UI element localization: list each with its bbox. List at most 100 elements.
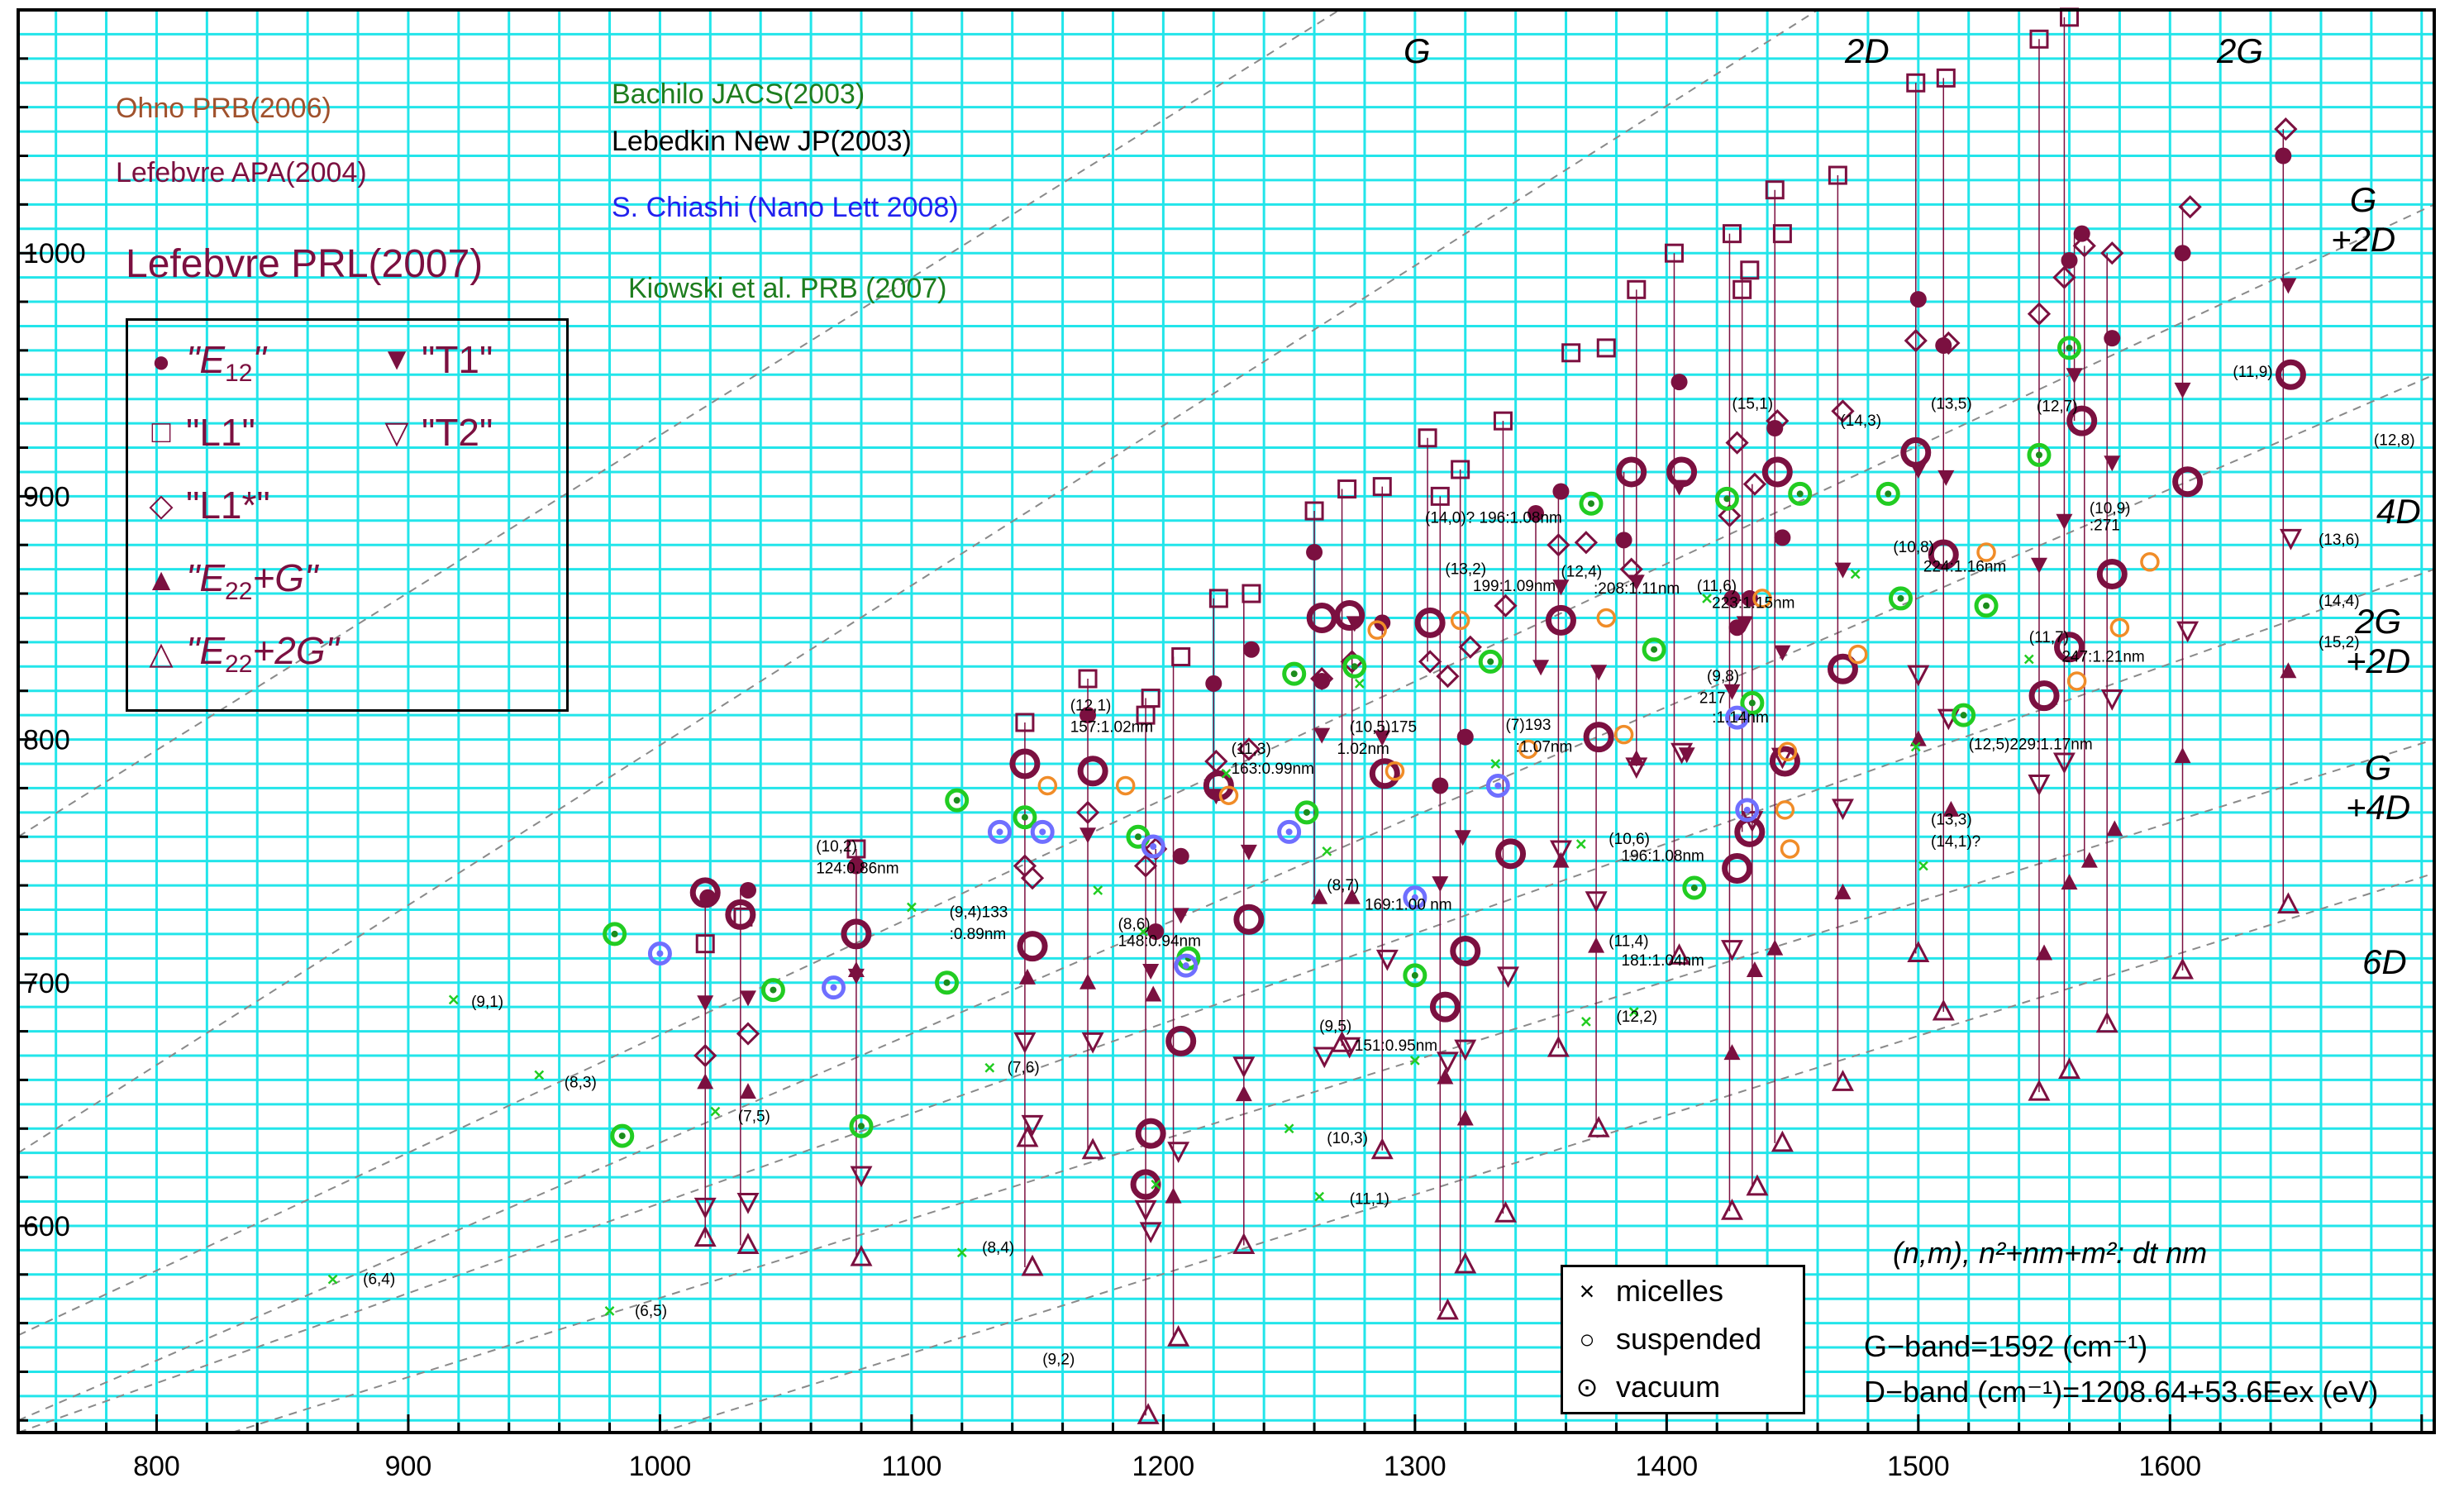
- open-diamond-icon: ◇: [149, 488, 174, 523]
- point-suspended: [689, 877, 721, 908]
- point-annotation: (11,3): [1232, 741, 1271, 758]
- point-annotation: 163:0.99nm: [1232, 761, 1314, 778]
- point-e22-2g: [850, 1244, 873, 1266]
- point-micelles: [604, 1306, 615, 1316]
- point-l1: [1208, 589, 1228, 608]
- point-e22-2g: [1771, 1130, 1794, 1152]
- point-suspended-green: [1403, 963, 1427, 988]
- point-e22-g: [1834, 883, 1852, 899]
- point-suspended: [1450, 936, 1481, 967]
- point-t1: [1432, 876, 1449, 893]
- point-e22-g: [1079, 973, 1097, 989]
- point-annotation: 247:1.21nm: [2061, 648, 2144, 665]
- point-e12: [2174, 245, 2191, 262]
- point-l1: [2100, 241, 2124, 265]
- point-t1: [1240, 844, 1257, 861]
- point-t1: [2056, 513, 2073, 530]
- point-vacuum: [1403, 885, 1427, 910]
- point-annotation: 124:0.86nm: [816, 860, 898, 877]
- point-t2: [1454, 1039, 1477, 1061]
- point-l1: [1906, 73, 1926, 93]
- point-l1: [1430, 486, 1450, 506]
- legend-t1-label: "T1": [422, 338, 493, 381]
- point-t2: [2100, 689, 2123, 711]
- point-vacuum: [1277, 819, 1302, 844]
- point-annotation: (12,5)229:1.17nm: [1969, 736, 2093, 753]
- point-vacuum: [1174, 953, 1199, 978]
- point-t1: [1142, 964, 1160, 980]
- point-e12: [1615, 532, 1632, 549]
- point-micelles: [1575, 839, 1586, 849]
- point-t2: [1081, 1032, 1104, 1054]
- point-l1: [1133, 854, 1158, 878]
- point-micelles: [1918, 861, 1928, 871]
- point-t2: [1625, 757, 1648, 780]
- ref-chiashi: S. Chiashi (Nano Lett 2008): [612, 192, 959, 223]
- legend-micelles-label: micelles: [1616, 1274, 1724, 1308]
- point-t2: [1167, 1142, 1190, 1163]
- point-suspended-orange: [1847, 644, 1868, 665]
- x-tick-label: 900: [385, 1451, 432, 1482]
- point-e12: [1242, 641, 1260, 658]
- point-suspended: [1130, 1169, 1161, 1200]
- legend-vacuum-label: vacuum: [1616, 1370, 1721, 1404]
- point-micelles: [1354, 679, 1365, 689]
- point-l1: [1725, 431, 1749, 455]
- point-e12: [1147, 923, 1165, 940]
- point-micelles: [907, 902, 917, 913]
- marker-legend: ● "E12" □ "L1" ◇ "L1*" ▲ "E22+G" △ "E22+…: [126, 318, 569, 712]
- point-t2: [2176, 621, 2199, 643]
- point-micelles: [956, 1247, 967, 1258]
- point-e12: [1456, 728, 1474, 746]
- point-e22-g: [2080, 851, 2098, 868]
- point-micelles: [1628, 1007, 1639, 1017]
- dot-ring-icon: ⊙: [1575, 1372, 1599, 1402]
- point-t2: [693, 1197, 717, 1219]
- point-l1: [1171, 647, 1191, 667]
- point-suspended-green: [1740, 690, 1765, 715]
- point-suspended-orange: [1218, 785, 1239, 805]
- point-e22-g: [1165, 1187, 1182, 1204]
- point-suspended-green: [1642, 637, 1666, 662]
- point-micelles: [2023, 654, 2034, 665]
- legend-e222g-label: "E22+2G": [186, 629, 339, 679]
- point-annotation: :208:1.11nm: [1594, 580, 1680, 598]
- point-l1: [1310, 666, 1334, 691]
- point-e12: [1306, 544, 1323, 561]
- point-e22-2g: [1370, 1137, 1394, 1160]
- point-l1: [1831, 399, 1855, 423]
- point-e22-2g: [1081, 1137, 1104, 1160]
- point-suspended: [2275, 359, 2306, 390]
- point-annotation: 199:1.09nm: [1473, 578, 1556, 595]
- point-annotation: :271: [2090, 517, 2120, 535]
- point-e22-g: [1746, 961, 1763, 978]
- legend-suspended: ○ suspended: [1573, 1322, 1761, 1357]
- point-l1: [1075, 800, 1100, 824]
- point-suspended-green: [1294, 800, 1319, 825]
- point-annotation: (14,4): [2319, 593, 2360, 610]
- point-suspended: [1545, 604, 1576, 636]
- point-suspended: [2172, 466, 2204, 498]
- point-e22-g: [2036, 944, 2053, 961]
- point-annotation: 169:1.00 nm: [1365, 896, 1452, 913]
- y-tick-label: 900: [23, 481, 70, 513]
- point-l1: [1723, 224, 1742, 244]
- point-e12: [1909, 291, 1927, 308]
- point-suspended: [1009, 748, 1041, 780]
- point-e22-2g: [1454, 1252, 1477, 1274]
- point-micelles: [1221, 768, 1232, 779]
- point-annotation: (7)193: [1505, 717, 1551, 734]
- point-t2: [1021, 1114, 1044, 1137]
- point-l1: [695, 934, 715, 954]
- dashed-band-line: [17, 568, 2435, 1433]
- point-e22-g: [1343, 888, 1361, 904]
- point-micelles: [327, 1274, 338, 1285]
- grid: [18, 8, 2434, 1433]
- point-l1: [1732, 279, 1752, 299]
- point-t2: [1497, 966, 1519, 989]
- point-e22-2g: [2028, 1079, 2051, 1101]
- legend-e12-label: "E12": [186, 338, 266, 388]
- point-annotation: (12,7): [2037, 398, 2078, 415]
- point-l1: [693, 1043, 717, 1068]
- point-l1: [1242, 584, 1261, 603]
